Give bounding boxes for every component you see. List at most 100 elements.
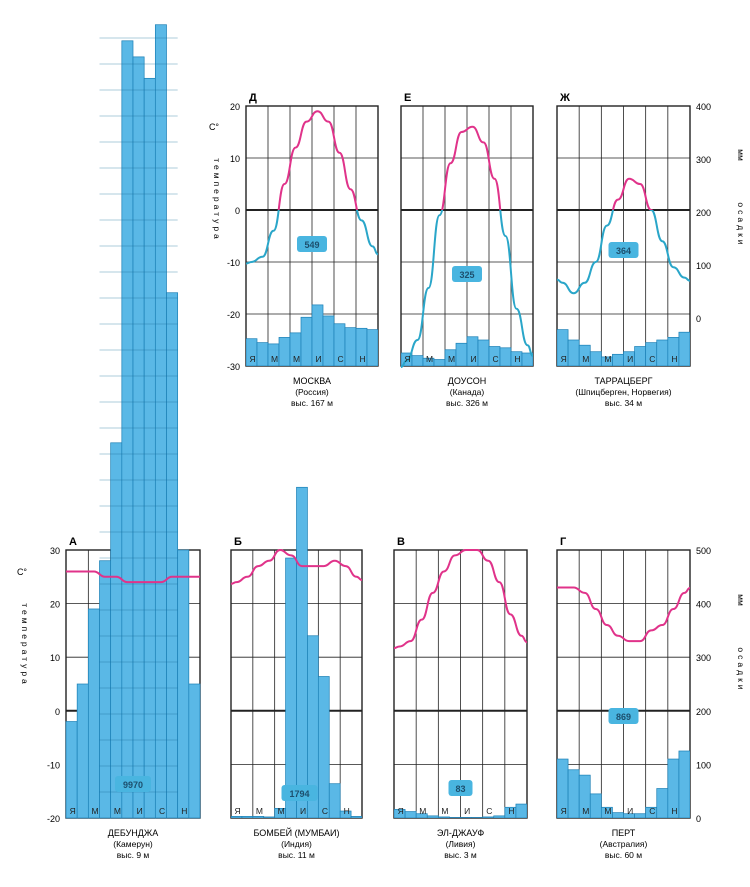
annual-precip-value: 869 — [616, 712, 631, 722]
annual-precip-value: 83 — [455, 784, 465, 794]
climate-panel-g: Г 869 Я М М И С Н ПЕРТ(Австралия)выс. 60 м — [556, 536, 691, 860]
precip-bar — [437, 816, 450, 818]
month-label: М — [582, 354, 589, 364]
precip-bar — [482, 816, 495, 818]
precip-bar — [411, 355, 424, 366]
precip-bar — [515, 803, 527, 818]
annual-precip-badge — [608, 708, 639, 724]
precip-axis-title: осадки — [736, 647, 746, 692]
climate-panels: Д 549 Я М М И С Н МОСКВА(Россия)выс. 167 м Е 325 Я М… — [65, 24, 691, 860]
temperature-curve — [66, 570, 200, 584]
month-label: Я — [561, 806, 567, 816]
climate-panel-d: А 9970 Я М М И С Н ДЕБУНДЖА(Камерун)выс. 9 м — [65, 24, 201, 860]
precip-bar — [678, 331, 690, 366]
month-label: М — [91, 806, 98, 816]
temp-tick-label: -30 — [227, 362, 240, 372]
month-label: М — [441, 806, 448, 816]
precip-bar — [121, 40, 134, 819]
month-label: И — [627, 354, 633, 364]
climate-panel-c: Ж 364 Я М М И С Н ТАРРАЦБЕРГ(Шпицберген, Норвеги… — [556, 92, 691, 408]
panel-letter: А — [69, 536, 77, 548]
temperature-curve — [556, 586, 691, 643]
precip-tick-label: 100 — [696, 760, 711, 770]
month-label: С — [649, 806, 655, 816]
temp-tick-label: -20 — [227, 310, 240, 320]
month-label: М — [256, 806, 263, 816]
month-label: Н — [671, 354, 677, 364]
precip-bar — [404, 811, 417, 818]
precip-bar — [296, 486, 308, 818]
precip-bar — [317, 676, 330, 818]
month-label: Я — [234, 806, 240, 816]
precip-bar — [132, 56, 145, 819]
month-label: М — [604, 354, 611, 364]
precip-bar — [278, 337, 291, 366]
station-elevation: выс. 9 м — [117, 850, 150, 860]
precip-tick-label: 0 — [696, 314, 701, 324]
precip-tick-label: 200 — [696, 707, 711, 717]
precip-bar — [110, 442, 123, 819]
panel-letter: Ж — [559, 92, 570, 104]
precip-tick-label: 300 — [696, 155, 711, 165]
temp-unit-label: C° — [17, 567, 27, 577]
precip-bar — [567, 339, 580, 366]
temp-unit-label: C° — [209, 122, 219, 132]
precip-bar — [567, 769, 580, 818]
month-label: И — [137, 806, 143, 816]
month-label: И — [627, 806, 633, 816]
precip-bar — [76, 683, 89, 819]
panel-letter: В — [397, 536, 405, 548]
month-label: И — [300, 806, 306, 816]
month-label: С — [322, 806, 328, 816]
station-elevation: выс. 11 м — [278, 850, 315, 860]
station-country: (Канада) — [450, 387, 485, 397]
precip-bar — [589, 351, 602, 366]
temperature-curve — [230, 548, 363, 585]
precip-tick-label: 300 — [696, 653, 711, 663]
precip-bar — [241, 816, 254, 818]
precip-bar — [449, 817, 461, 818]
temp-axis-title: температура — [20, 603, 30, 687]
climate-panel-a: Д 549 Я М М И С Н МОСКВА(Россия)выс. 167 м — [245, 92, 379, 408]
shared-axes: 20100-10-20-30C°температура3020100-10-20… — [17, 102, 746, 824]
temp-tick-label: -10 — [227, 258, 240, 268]
month-label: И — [316, 354, 322, 364]
annual-precip-badge — [452, 266, 482, 282]
climate-panel-f: В 83 Я М М И С Н ЭЛ-ДЖАУФ(Ливия)выс. 3 м — [393, 536, 528, 860]
precip-bar — [231, 816, 243, 818]
precip-bar — [99, 560, 112, 819]
month-label: И — [471, 354, 477, 364]
month-label: Я — [398, 806, 404, 816]
station-name: ТАРРАЦБЕРГ — [594, 376, 652, 386]
annual-precip-badge — [115, 776, 151, 792]
month-label: М — [582, 806, 589, 816]
annual-precip-badge — [281, 785, 318, 801]
precip-bar — [678, 750, 690, 818]
climate-panel-e: Б 1794 Я М М И С Н БОМБЕЙ (МУМБАИ)(Индия)выс. 11… — [230, 486, 363, 860]
station-elevation: выс. 326 м — [446, 398, 488, 408]
temperature-curve-cold — [245, 210, 379, 265]
month-label: Н — [508, 806, 514, 816]
station-name: ПЕРТ — [612, 828, 636, 838]
precip-bar — [612, 812, 624, 818]
station-country: (Индия) — [281, 839, 312, 849]
annual-precip-value: 9970 — [123, 780, 143, 790]
month-label: Н — [360, 354, 366, 364]
annual-precip-value: 549 — [304, 240, 319, 250]
precip-bar — [499, 347, 512, 366]
month-label: М — [278, 806, 285, 816]
precip-bar — [634, 346, 647, 366]
station-name: ДЕБУНДЖА — [108, 828, 158, 838]
precip-bar — [252, 816, 265, 818]
precip-tick-label: 0 — [696, 814, 701, 824]
precip-bar — [339, 810, 352, 818]
temperature-curve-warm — [611, 177, 653, 210]
precip-bar — [188, 683, 201, 819]
station-name: МОСКВА — [293, 376, 331, 386]
station-name: БОМБЕЙ (МУМБАИ) — [253, 827, 339, 838]
precip-bar — [87, 608, 100, 819]
annual-precip-badge — [297, 236, 327, 252]
precip-bar — [143, 77, 156, 819]
station-elevation: выс. 60 м — [605, 850, 642, 860]
